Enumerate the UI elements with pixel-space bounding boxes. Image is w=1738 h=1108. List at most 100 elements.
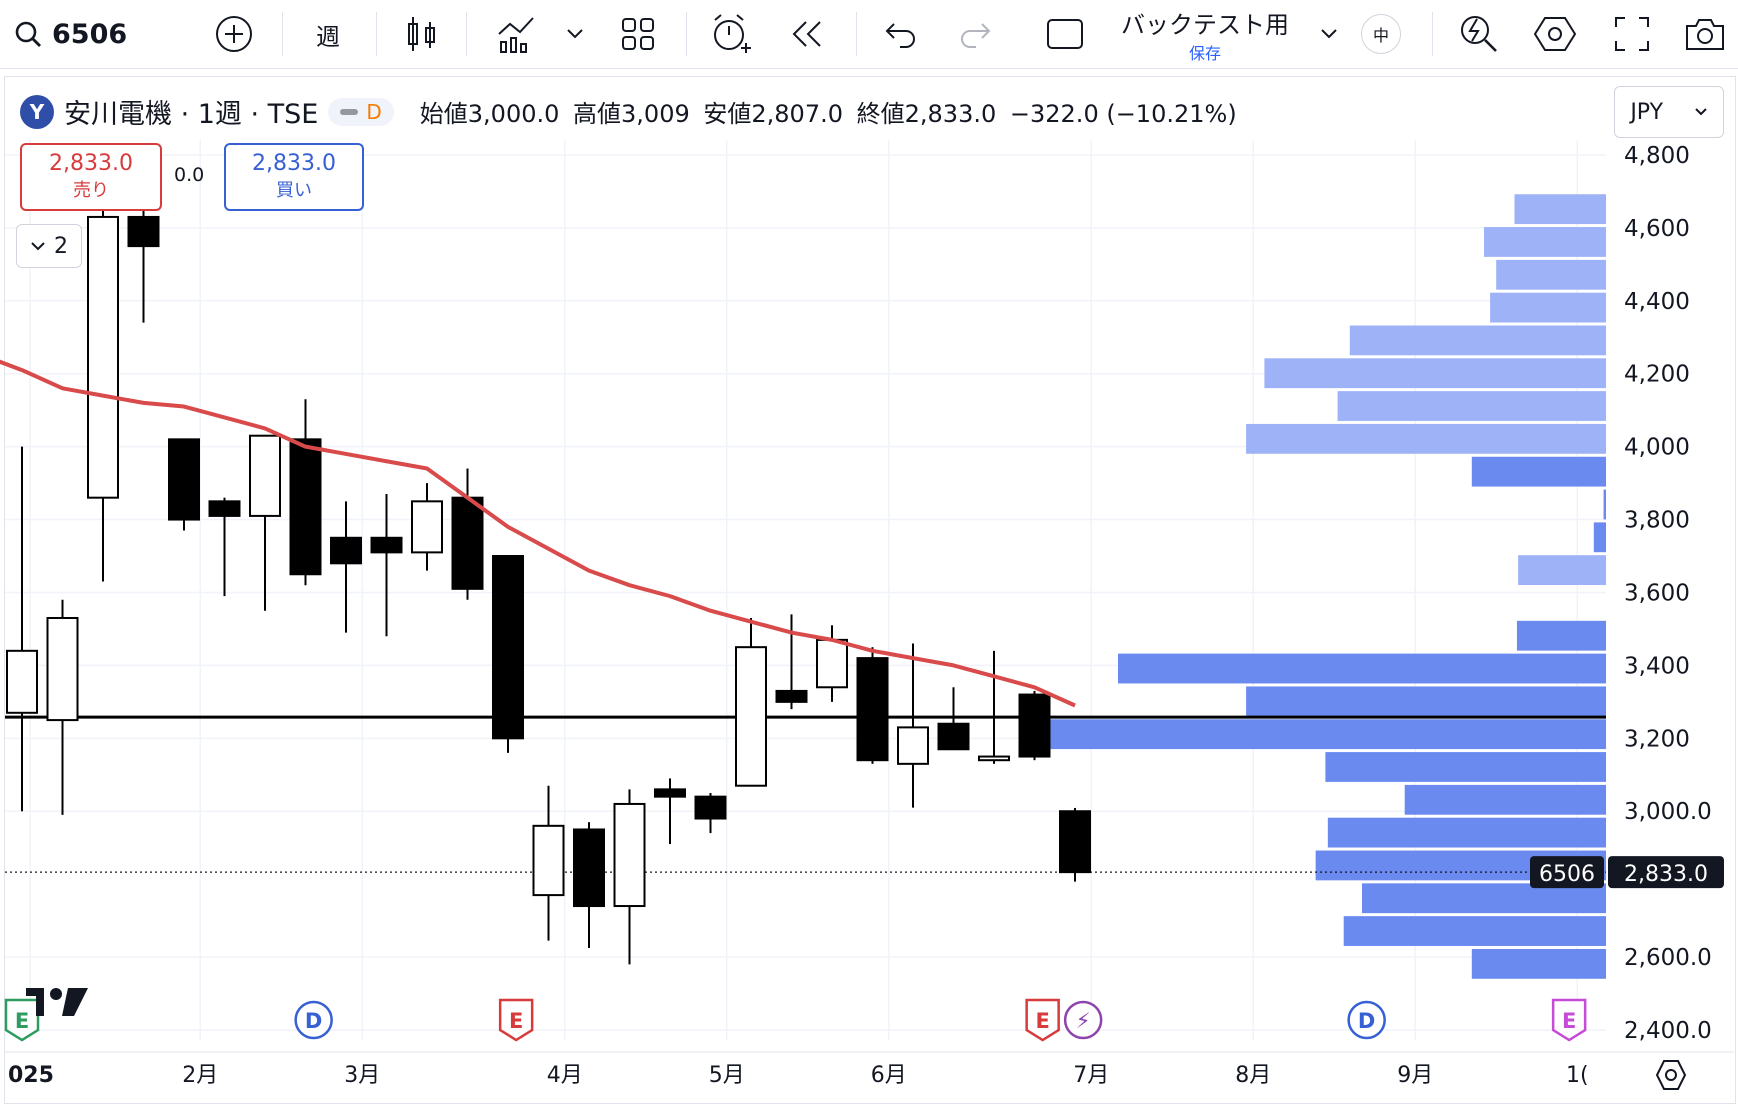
- sell-button[interactable]: 2,833.0 売り: [20, 143, 162, 211]
- gear-icon: [1533, 17, 1577, 51]
- fullscreen-button[interactable]: [1610, 14, 1654, 54]
- candle-body: [1018, 693, 1051, 758]
- rewind-icon: [792, 21, 821, 47]
- volume-profile-bar: [1514, 194, 1606, 225]
- time-tick-label: 2月: [182, 1063, 218, 1088]
- candle-body: [937, 722, 970, 751]
- price-tick-label: 4,800: [1624, 143, 1690, 169]
- indicators-collapse-button[interactable]: 2: [16, 224, 82, 268]
- price-axis: 4,800 4,600 4,400 4,200 4,000 3,800 3,600 3,400…: [1530, 143, 1724, 1044]
- volume-profile-bar: [1404, 784, 1606, 815]
- time-tick-label: 025: [8, 1063, 54, 1088]
- time-tick-label: 9月: [1397, 1063, 1433, 1088]
- layout-select-button[interactable]: [1042, 14, 1088, 54]
- symbol-tag-label: 6506: [1539, 862, 1595, 887]
- low-label: 安値: [703, 100, 752, 128]
- volume-profile-bar: [1484, 227, 1606, 257]
- open-value: 3,000.0: [467, 100, 560, 128]
- candle-body: [856, 657, 889, 762]
- candle-body: [370, 536, 403, 554]
- volume-profile-bar: [1020, 719, 1606, 750]
- candle-body: [46, 617, 79, 722]
- candle-body: [1059, 810, 1091, 874]
- last-price-tag-label: 2,833.0: [1624, 862, 1708, 887]
- price-tick-label: 3,200: [1624, 726, 1690, 752]
- volume-profile-bar: [1327, 817, 1606, 848]
- axis-settings-icon[interactable]: [1654, 1058, 1688, 1092]
- earnings-marker: [4, 998, 40, 1042]
- candle-body: [816, 638, 848, 689]
- event-marker-label: E: [509, 1009, 523, 1033]
- quick-search-button[interactable]: [1456, 14, 1502, 54]
- open-label: 始値: [419, 100, 468, 128]
- buy-price: 2,833.0: [252, 151, 336, 176]
- square-icon: [1047, 19, 1083, 49]
- candle-body: [168, 438, 200, 521]
- search-icon: [15, 21, 41, 47]
- time-tick-label: 7月: [1073, 1063, 1109, 1088]
- earnings-marker: [1551, 998, 1587, 1042]
- chevron-down-icon: [1694, 108, 1707, 116]
- candle-body: [492, 555, 524, 740]
- volume-profile-bar: [1349, 325, 1606, 356]
- buy-button[interactable]: 2,833.0 買い: [224, 143, 364, 211]
- symbol-search[interactable]: 6506: [14, 14, 134, 54]
- candle-body: [87, 215, 119, 499]
- candle-body: [249, 434, 281, 517]
- chart-type-button[interactable]: [400, 14, 444, 54]
- interval-button[interactable]: 週: [316, 22, 340, 51]
- price-tick-label: 2,600.0: [1624, 945, 1712, 971]
- candle-body: [654, 788, 686, 798]
- candle-body: [411, 500, 443, 554]
- candle-body: [978, 755, 1010, 762]
- time-tick-label: 1(: [1566, 1063, 1589, 1088]
- buy-label: 買い: [276, 180, 312, 201]
- settings-button[interactable]: [1532, 14, 1578, 54]
- chevron-down-icon: [31, 242, 45, 251]
- moving-average-line: [0, 359, 1076, 708]
- sell-price: 2,833.0: [49, 151, 133, 176]
- compare-add-button[interactable]: [212, 14, 256, 54]
- volume-profile-bar: [1343, 916, 1606, 946]
- candle-body: [208, 500, 241, 517]
- price-tick-label: 4,400: [1624, 289, 1690, 315]
- undo-button[interactable]: [878, 14, 922, 54]
- volume-profile-bar: [1603, 489, 1606, 520]
- layout-dropdown[interactable]: [1316, 14, 1342, 54]
- ohlc-values: 始値3,000.0 高値3,009 安値2,807.0 終値2,833.0 −3…: [420, 94, 1237, 129]
- layout-name[interactable]: バックテスト用 保存: [1110, 8, 1300, 63]
- volume-profile-bar: [1593, 522, 1606, 553]
- candle-body: [573, 828, 605, 908]
- currency-select[interactable]: JPY: [1614, 86, 1724, 138]
- data-status-badge[interactable]: D: [328, 97, 394, 126]
- tradingview-logo-icon[interactable]: [26, 984, 90, 1022]
- redo-button[interactable]: [954, 14, 998, 54]
- volume-profile: [1020, 194, 1606, 979]
- volume-profile-bar: [1471, 948, 1606, 979]
- indicators-dropdown[interactable]: [562, 14, 588, 54]
- dividend-marker: [1347, 1000, 1386, 1040]
- volume-profile-bar: [1496, 259, 1606, 290]
- candle-body: [127, 215, 160, 248]
- language-badge: 中: [1361, 14, 1401, 54]
- price-tick-label: 3,800: [1624, 508, 1690, 534]
- low-value: 2,807.0: [751, 100, 843, 128]
- language-button[interactable]: 中: [1360, 14, 1402, 54]
- chevron-down-icon: [567, 29, 583, 39]
- event-marker-label: E: [1035, 1009, 1049, 1033]
- alert-button[interactable]: [708, 14, 754, 54]
- price-tick-label: 4,600: [1624, 216, 1690, 242]
- replay-button[interactable]: [786, 14, 830, 54]
- indicator-chart-icon: [498, 17, 534, 53]
- screenshot-button[interactable]: [1682, 14, 1728, 54]
- event-marker-label: D: [305, 1009, 322, 1033]
- layout-grid-button[interactable]: [618, 14, 658, 54]
- symbol-title[interactable]: 安川電機 · 1週 · TSE: [64, 99, 319, 130]
- volume-profile-bar: [1264, 358, 1606, 389]
- volume-profile-bar: [1362, 883, 1606, 914]
- candles: [6, 173, 1091, 965]
- high-value: 3,009: [621, 100, 690, 128]
- candle-body: [735, 646, 767, 787]
- indicators-button[interactable]: [494, 14, 538, 54]
